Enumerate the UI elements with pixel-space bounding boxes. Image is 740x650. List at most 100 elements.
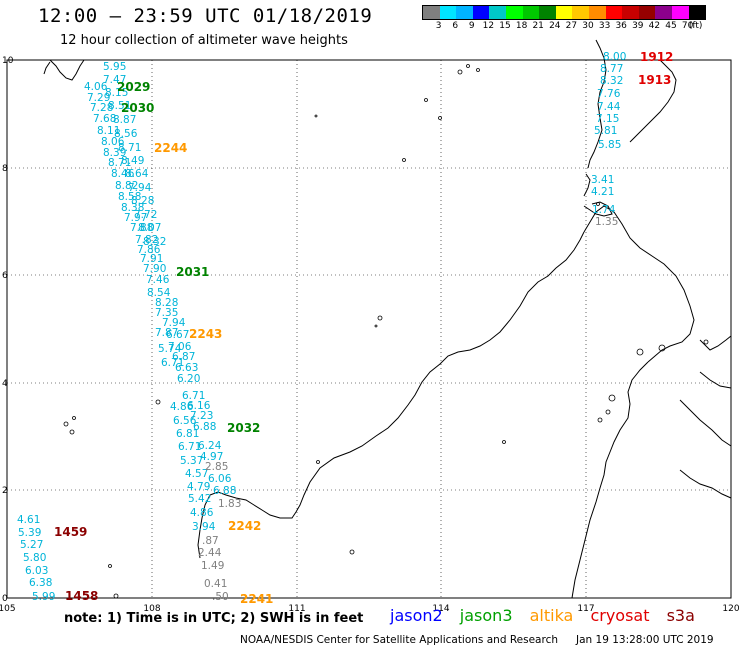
wave-height-value: 5.85 xyxy=(598,139,621,151)
wave-height-value: 8.64 xyxy=(125,168,149,180)
wave-height-value: 8.39 xyxy=(103,147,126,159)
wave-height-value: 8.11 xyxy=(97,125,120,137)
wave-height-value: 7.76 xyxy=(597,88,621,100)
islands xyxy=(63,64,709,599)
wave-height-value: 6.20 xyxy=(177,373,200,385)
wave-height-value: .87 xyxy=(202,535,219,547)
wave-height-value: 1.35 xyxy=(595,216,618,228)
wave-height-value: 3.94 xyxy=(192,521,216,533)
pass-number: 2029 xyxy=(117,80,150,94)
wave-height-value: 5.27 xyxy=(20,539,43,551)
colorbar-swatch xyxy=(588,6,606,19)
pass-number: 2243 xyxy=(189,327,222,341)
wave-height-value: 4.61 xyxy=(17,514,40,526)
pass-number: 1912 xyxy=(640,50,673,64)
pass-number: 2032 xyxy=(227,421,260,435)
colorbar-swatch xyxy=(489,6,506,19)
x-tick-label: 114 xyxy=(432,604,449,614)
wave-height-value: 7.90 xyxy=(143,263,166,275)
colorbar-tick-label: 70 xyxy=(681,21,694,31)
wave-height-value: 2.44 xyxy=(198,547,222,559)
pass-number: 2242 xyxy=(228,519,261,533)
colorbar-tick-label: 42 xyxy=(648,21,661,31)
wave-height-value: 2.85 xyxy=(205,461,228,473)
colorbar-tick-label: 3 xyxy=(435,21,442,31)
pass-number: 1913 xyxy=(638,73,671,87)
legend-altika: altika xyxy=(529,606,574,625)
map-grid xyxy=(7,60,731,598)
wave-height-value: 7.29 xyxy=(87,92,110,104)
colorbar-tick-label: 6 xyxy=(452,21,459,31)
y-tick-label: 0 xyxy=(2,594,8,604)
wave-height-value: 8.46 xyxy=(111,168,135,180)
colorbar-tick-label: 15 xyxy=(499,21,511,31)
colorbar-tick-label: 12 xyxy=(482,21,495,31)
pass-number: 2030 xyxy=(121,101,154,115)
wave-height-value: 3.41 xyxy=(591,174,614,186)
wave-height-value: 4.06 xyxy=(84,81,108,93)
wave-height-value: 5.99 xyxy=(32,591,55,603)
wave-height-value: 7.06 xyxy=(168,341,192,353)
colorbar-swatch xyxy=(638,6,656,19)
wave-height-value: 7.47 xyxy=(103,74,126,86)
wave-height-value: 6.88 xyxy=(213,485,236,497)
wave-height-value: 8.82 xyxy=(115,180,138,192)
wave-height-value: 6.03 xyxy=(25,565,48,577)
wave-height-value: 6.88 xyxy=(193,421,216,433)
wave-height-value: 7.97 xyxy=(124,212,147,224)
wave-height-value: .50 xyxy=(212,591,229,603)
y-tick-label: 8 xyxy=(2,164,8,174)
wave-height-value: 6.71 xyxy=(161,357,184,369)
colorbar-tick-label: 9 xyxy=(468,21,475,31)
colorbar-tick-label: 30 xyxy=(582,21,594,31)
colorbar-swatch xyxy=(456,6,473,19)
map-frame xyxy=(6,59,732,599)
wave-height-value: 8.56 xyxy=(114,128,138,140)
wave-height-value: 6.16 xyxy=(187,400,211,412)
wave-height-value: 7.23 xyxy=(190,410,213,422)
wave-height-value: 1.74 xyxy=(592,204,616,216)
x-axis-labels: 105 108 111 114 117 120 xyxy=(0,604,740,614)
wave-height-colorbar: 3 6 9 12 15 18 21 24 27 30 33 36 39 42 45 70 (ft) xyxy=(422,5,707,34)
wave-height-value: 0.41 xyxy=(204,578,227,590)
wave-height-value: 4.97 xyxy=(200,451,223,463)
wave-height-value: 4.79 xyxy=(187,481,210,493)
y-tick-label: 2 xyxy=(2,486,8,496)
legend-jason2: jason2 xyxy=(390,606,443,625)
colorbar-tick-labels: 3 6 9 12 15 18 21 24 27 30 33 36 39 42 45 70 (ft) xyxy=(422,20,706,34)
footer-source: NOAA/NESDIS Center for Satellite Applica… xyxy=(240,634,558,646)
colorbar-swatch xyxy=(572,6,589,19)
page-title: 12:00 – 23:59 UTC 01/18/2019 xyxy=(38,5,373,27)
footer: NOAA/NESDIS Center for Satellite Applica… xyxy=(240,634,714,646)
colorbar-tick-label: 27 xyxy=(565,21,578,31)
wave-height-value: 8.00 xyxy=(603,51,626,63)
pass-number-labels: 2029 2030 2244 2031 2243 2032 2242 2241 1459 1458… xyxy=(54,50,673,606)
wave-height-value: 8.54 xyxy=(147,287,171,299)
wave-height-value: 6.56 xyxy=(173,415,197,427)
colorbar-swatch xyxy=(688,6,706,19)
wave-height-value: 4.86 xyxy=(170,401,194,413)
colorbar-tick-label: 45 xyxy=(665,21,677,31)
wave-height-value: 1.49 xyxy=(201,560,224,572)
legend-s3a: s3a xyxy=(666,606,695,625)
wave-height-value: 8.32 xyxy=(143,236,166,248)
pass-number: 2031 xyxy=(176,265,209,279)
wave-height-value: 7.46 xyxy=(146,274,170,286)
wave-height-value: 8.51 xyxy=(108,100,131,112)
colorbar-swatch xyxy=(522,6,540,19)
wave-height-value: 7.68 xyxy=(93,113,116,125)
wave-height-value: 4.57 xyxy=(185,468,208,480)
colorbar-swatch xyxy=(555,6,573,19)
wave-height-value: 7.86 xyxy=(137,244,161,256)
wave-height-value: 6.63 xyxy=(175,362,198,374)
wave-height-value: 7.82 xyxy=(135,234,158,246)
wave-height-value: 6.81 xyxy=(176,428,199,440)
colorbar-tick-label: 18 xyxy=(515,21,528,31)
y-axis-labels: 0 2 4 6 8 10 xyxy=(2,56,14,604)
wave-height-value: 6.06 xyxy=(208,473,232,485)
pass-number: 2241 xyxy=(240,592,273,606)
wave-height-value: 7.91 xyxy=(140,253,163,265)
x-tick-label: 105 xyxy=(0,604,16,614)
page-subtitle: 12 hour collection of altimeter wave hei… xyxy=(60,33,348,48)
wave-height-value: 5.37 xyxy=(180,455,203,467)
